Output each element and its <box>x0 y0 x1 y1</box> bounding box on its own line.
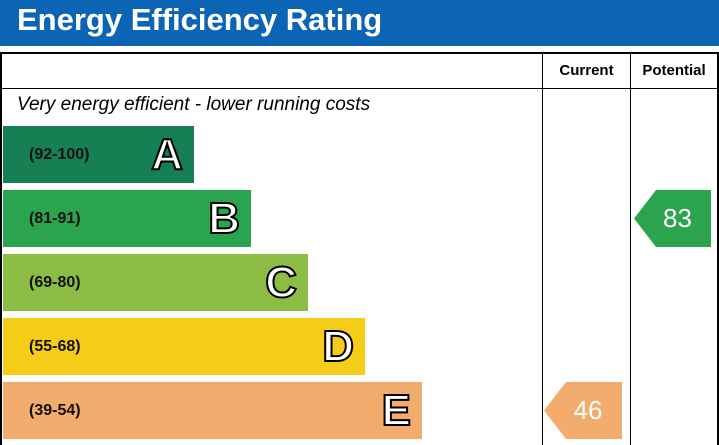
band-B-letter: B <box>207 193 241 244</box>
current-arrow-shape <box>544 382 622 439</box>
potential-arrow-shape <box>634 190 711 247</box>
current-rating-value: 46 <box>573 395 603 425</box>
potential-rating-value: 83 <box>663 203 692 233</box>
potential-column-divider <box>630 52 631 445</box>
current-column-header: Current <box>559 62 614 79</box>
band-B-range: (81-91) <box>29 210 81 227</box>
band-B: (81-91) B <box>3 190 251 247</box>
band-A: (92-100) A <box>3 126 194 183</box>
header-bar: Energy Efficiency Rating <box>0 0 719 46</box>
band-D: (55-68) D <box>3 318 365 375</box>
potential-column-header: Potential <box>642 62 706 79</box>
current-rating-arrow: 46 <box>544 382 622 439</box>
band-E-letter: E <box>381 385 412 436</box>
header-row-divider <box>0 88 719 89</box>
band-D-letter: D <box>321 321 355 372</box>
potential-arrow-fill <box>634 190 711 247</box>
table-border-left <box>0 52 2 445</box>
top-note: Very energy efficient - lower running co… <box>17 94 371 115</box>
band-A-range: (92-100) <box>29 146 90 163</box>
band-E-range: (39-54) <box>29 402 81 419</box>
band-C-range: (69-80) <box>29 274 81 291</box>
band-D-range: (55-68) <box>29 338 81 355</box>
band-A-letter: A <box>150 129 184 180</box>
current-arrow-fill <box>544 382 622 439</box>
potential-rating-arrow: 83 <box>634 190 711 247</box>
band-E: (39-54) E <box>3 382 422 439</box>
band-C: (69-80) C <box>3 254 308 311</box>
table-border-top <box>0 52 719 54</box>
page-title: Energy Efficiency Rating <box>17 2 383 37</box>
band-C-letter: C <box>264 257 298 308</box>
table-border-right <box>717 52 719 445</box>
current-column-divider <box>542 52 543 445</box>
